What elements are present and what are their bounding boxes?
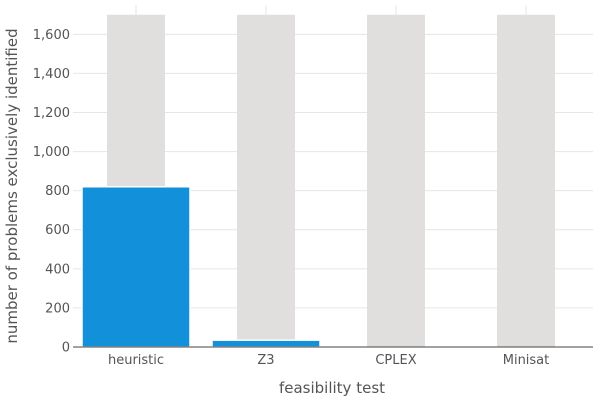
x-tick-label: Minisat <box>503 353 550 368</box>
y-tick-label: 1,000 <box>33 145 70 160</box>
y-tick-label: 0 <box>62 341 70 356</box>
background-bar <box>497 14 555 348</box>
y-tick-label: 200 <box>45 301 70 316</box>
x-tick-label: heuristic <box>108 353 164 368</box>
background-bar <box>237 14 295 348</box>
highlight-bar <box>81 185 191 348</box>
x-axis-title: feasibility test <box>279 379 385 397</box>
y-tick-label: 1,600 <box>33 28 70 43</box>
y-axis-title: number of problems exclusively identifie… <box>3 28 21 343</box>
y-tick-label: 400 <box>45 262 70 277</box>
x-tick-label: CPLEX <box>375 353 416 368</box>
x-tick-labels: heuristic Z3 CPLEX Minisat <box>108 353 549 368</box>
y-tick-label: 1,200 <box>33 106 70 121</box>
y-tick-label: 1,400 <box>33 67 70 82</box>
y-tick-label: 600 <box>45 223 70 238</box>
y-tick-label: 800 <box>45 184 70 199</box>
x-tick-label: Z3 <box>257 353 274 368</box>
background-bar <box>367 14 425 348</box>
highlight-bars <box>81 185 321 348</box>
highlight-bar <box>211 339 321 348</box>
y-tick-labels: 0 200 400 600 800 1,000 1,200 1,400 1,600 <box>33 28 70 356</box>
